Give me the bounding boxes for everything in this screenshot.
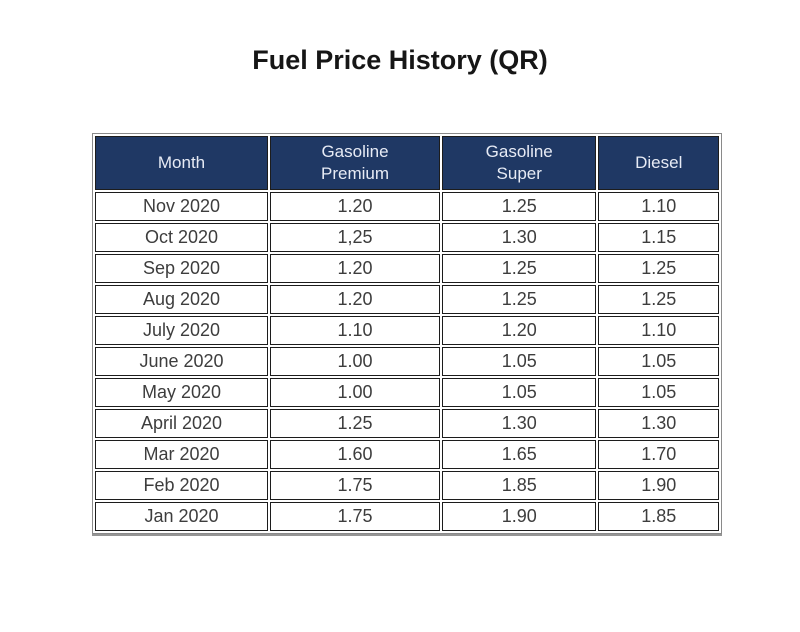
gasoline-premium-cell: 1.20 — [270, 254, 440, 283]
header-label: Diesel — [635, 153, 683, 172]
diesel-cell: 1.05 — [598, 378, 719, 407]
table-row: April 2020 1.25 1.30 1.30 — [95, 409, 719, 438]
table-row: Feb 2020 1.75 1.85 1.90 — [95, 471, 719, 500]
header-label: Super — [496, 164, 542, 183]
gasoline-super-cell: 1.30 — [441, 223, 597, 252]
gasoline-premium-cell: 1.00 — [270, 378, 440, 407]
page-title: Fuel Price History (QR) — [252, 45, 548, 75]
column-header-gasoline-premium: Gasoline Premium — [270, 136, 440, 190]
diesel-cell: 1.90 — [598, 471, 719, 500]
table-row: June 2020 1.00 1.05 1.05 — [95, 347, 719, 376]
diesel-cell: 1.15 — [598, 223, 719, 252]
header-label: Gasoline — [485, 142, 553, 161]
diesel-cell: 1.25 — [598, 254, 719, 283]
gasoline-super-cell: 1.05 — [441, 347, 597, 376]
month-cell: April 2020 — [95, 409, 269, 438]
diesel-cell: 1.70 — [598, 440, 719, 469]
table-row: Jan 2020 1.75 1.90 1.85 — [95, 502, 719, 531]
table-row: Aug 2020 1.20 1.25 1.25 — [95, 285, 719, 314]
table-row: Mar 2020 1.60 1.65 1.70 — [95, 440, 719, 469]
gasoline-premium-cell: 1.20 — [270, 192, 440, 221]
gasoline-premium-cell: 1.00 — [270, 347, 440, 376]
gasoline-premium-cell: 1.75 — [270, 471, 440, 500]
fuel-price-table-container: Month Gasoline Premium Gasoline Super Di… — [92, 133, 722, 534]
gasoline-premium-cell: 1.60 — [270, 440, 440, 469]
diesel-cell: 1.10 — [598, 192, 719, 221]
diesel-cell: 1.85 — [598, 502, 719, 531]
header-row: Month Gasoline Premium Gasoline Super Di… — [95, 136, 719, 190]
gasoline-super-cell: 1.25 — [441, 192, 597, 221]
month-cell: June 2020 — [95, 347, 269, 376]
month-cell: July 2020 — [95, 316, 269, 345]
gasoline-super-cell: 1.25 — [441, 285, 597, 314]
table-body: Nov 2020 1.20 1.25 1.10 Oct 2020 1,25 1.… — [95, 192, 719, 531]
month-cell: Mar 2020 — [95, 440, 269, 469]
diesel-cell: 1.05 — [598, 347, 719, 376]
gasoline-premium-cell: 1.75 — [270, 502, 440, 531]
month-cell: Oct 2020 — [95, 223, 269, 252]
month-cell: Nov 2020 — [95, 192, 269, 221]
gasoline-premium-cell: 1,25 — [270, 223, 440, 252]
table-row: Sep 2020 1.20 1.25 1.25 — [95, 254, 719, 283]
gasoline-super-cell: 1.25 — [441, 254, 597, 283]
month-cell: Feb 2020 — [95, 471, 269, 500]
fuel-price-table: Month Gasoline Premium Gasoline Super Di… — [92, 133, 722, 534]
month-cell: May 2020 — [95, 378, 269, 407]
month-cell: Sep 2020 — [95, 254, 269, 283]
gasoline-super-cell: 1.85 — [441, 471, 597, 500]
month-cell: Jan 2020 — [95, 502, 269, 531]
diesel-cell: 1.10 — [598, 316, 719, 345]
column-header-gasoline-super: Gasoline Super — [441, 136, 597, 190]
gasoline-super-cell: 1.30 — [441, 409, 597, 438]
table-row: May 2020 1.00 1.05 1.05 — [95, 378, 719, 407]
gasoline-super-cell: 1.05 — [441, 378, 597, 407]
table-row: Oct 2020 1,25 1.30 1.15 — [95, 223, 719, 252]
gasoline-super-cell: 1.65 — [441, 440, 597, 469]
column-header-diesel: Diesel — [598, 136, 719, 190]
table-row: Nov 2020 1.20 1.25 1.10 — [95, 192, 719, 221]
table-header: Month Gasoline Premium Gasoline Super Di… — [95, 136, 719, 190]
gasoline-premium-cell: 1.25 — [270, 409, 440, 438]
table-row: July 2020 1.10 1.20 1.10 — [95, 316, 719, 345]
month-cell: Aug 2020 — [95, 285, 269, 314]
gasoline-premium-cell: 1.10 — [270, 316, 440, 345]
column-header-month: Month — [95, 136, 269, 190]
gasoline-premium-cell: 1.20 — [270, 285, 440, 314]
diesel-cell: 1.30 — [598, 409, 719, 438]
gasoline-super-cell: 1.20 — [441, 316, 597, 345]
header-label: Month — [157, 153, 206, 172]
gasoline-super-cell: 1.90 — [441, 502, 597, 531]
diesel-cell: 1.25 — [598, 285, 719, 314]
header-label: Gasoline — [321, 142, 389, 161]
header-label: Premium — [320, 164, 389, 183]
